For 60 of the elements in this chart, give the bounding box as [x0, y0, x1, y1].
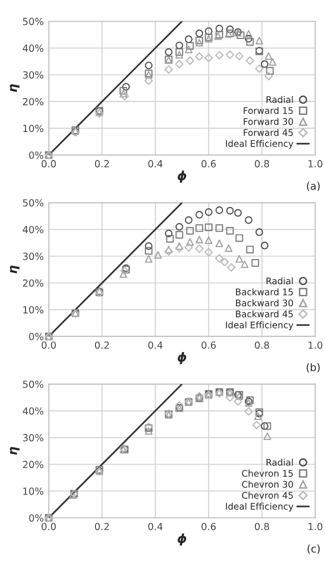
y-tick-label: 20% [22, 279, 44, 287]
y-tick-label: 30% [23, 434, 44, 442]
y-axis-title: η [10, 266, 20, 274]
legend-label: Backward 45 [236, 310, 293, 318]
legend-label: Forward 15 [244, 106, 293, 114]
legend-label: Chevron 15 [242, 470, 293, 477]
y-tick-label: 30% [23, 71, 44, 79]
legend-label: Ideal Efficiency [226, 140, 294, 149]
y-tick-label: 10% [23, 124, 44, 132]
legend-label: Radial [266, 277, 293, 284]
legend-label: Backward 15 [236, 288, 293, 296]
x-axis-title: ϕ [178, 533, 186, 546]
x-tick-label: 0.2 [94, 341, 109, 349]
x-tick-label: 0.0 [42, 160, 56, 168]
y-tick-label: 0% [29, 332, 44, 340]
y-tick-label: 10% [23, 488, 44, 495]
legend-label: Ideal Efficiency [226, 321, 294, 330]
legend-label: Chevron 30 [242, 480, 293, 488]
legend-label: Forward 30 [244, 118, 293, 125]
x-tick-label: 0.6 [202, 522, 216, 530]
legend-label: Forward 45 [244, 128, 293, 136]
y-tick-label: 30% [23, 252, 44, 260]
x-tick-label: 0.4 [148, 522, 163, 530]
x-tick-label: 0.0 [42, 341, 56, 349]
x-tick-label: 0.0 [42, 522, 56, 530]
legend-label: Backward 30 [236, 299, 293, 306]
x-tick-label: 1.0 [308, 160, 322, 168]
x-axis-title: ϕ [178, 352, 186, 364]
text: (a) [306, 182, 320, 192]
y-tick-label: 20% [22, 98, 44, 106]
x-tick-label: 1.0 [308, 522, 322, 530]
y-tick-label: 10% [23, 306, 44, 314]
y-tick-label: 50% [23, 18, 44, 26]
y-tick-label: 20% [22, 460, 44, 468]
x-axis-title: ϕ [178, 170, 186, 183]
y-tick-label: 50% [23, 199, 44, 207]
legend-label: Radial [266, 458, 293, 466]
x-tick-label: 0.2 [94, 160, 109, 168]
text: (c) [308, 544, 320, 554]
y-tick-label: 40% [22, 44, 44, 52]
y-axis-title: η [10, 447, 20, 455]
y-tick-label: 0% [29, 152, 44, 159]
x-tick-label: 0.8 [254, 160, 270, 168]
x-tick-label: 0.8 [254, 341, 270, 349]
y-tick-label: 0% [29, 514, 44, 522]
x-tick-label: 0.2 [94, 522, 109, 530]
legend-label: Chevron 45 [242, 492, 293, 499]
x-tick-label: 0.4 [148, 341, 163, 349]
x-tick-label: 1.0 [308, 341, 322, 349]
y-tick-label: 50% [23, 380, 44, 388]
text: (b) [306, 363, 320, 372]
x-tick-label: 0.6 [202, 160, 216, 168]
x-tick-label: 0.4 [148, 160, 163, 168]
legend-label: Radial [266, 96, 293, 103]
x-tick-label: 0.8 [254, 522, 270, 530]
y-tick-label: 40% [22, 407, 44, 415]
y-tick-label: 40% [22, 226, 44, 234]
x-tick-label: 0.6 [202, 341, 216, 349]
legend-label: Ideal Efficiency [226, 502, 294, 512]
y-axis-title: η [10, 84, 20, 92]
